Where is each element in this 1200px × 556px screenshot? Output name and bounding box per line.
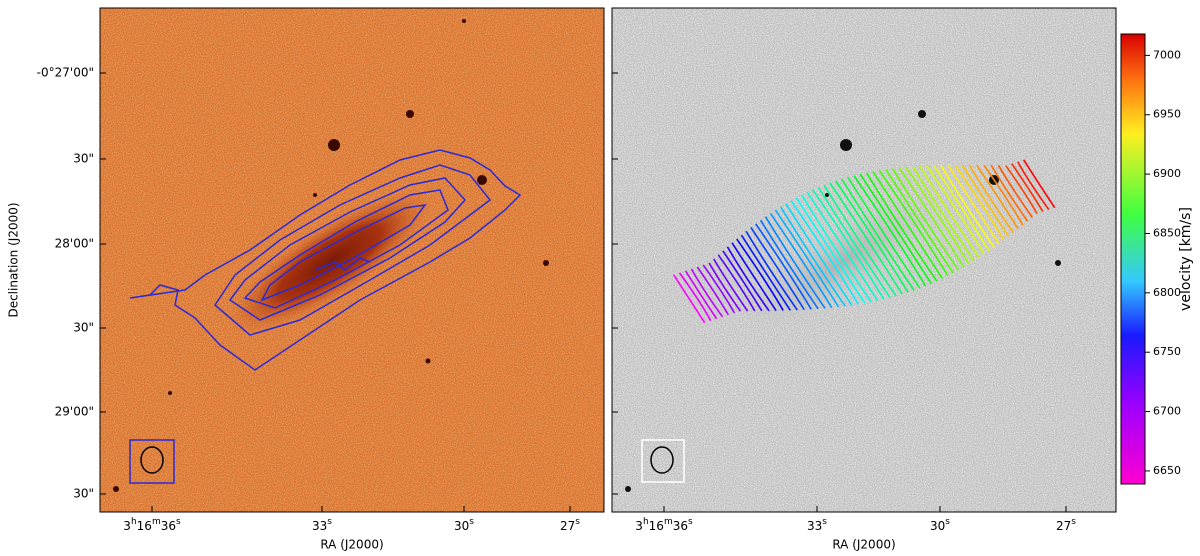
velocity-contour [859,173,932,285]
velocity-contour [785,203,853,306]
velocity-contour [940,164,995,248]
velocity-contour [990,164,1029,222]
colorbar [1120,33,1146,485]
velocity-contour [872,171,944,280]
velocity-contour [801,194,872,303]
velocity-contour [983,164,1024,226]
velocity-contour [717,254,756,312]
velocity-contour [905,166,970,265]
left-frame [99,7,605,513]
velocity-contour [684,270,718,320]
y-tick-label: 30" [73,321,94,335]
colorbar-tick-label: 7000 [1153,48,1181,61]
right-frame [611,7,1117,513]
velocity-contour [795,197,866,304]
velocity-contour [745,230,798,311]
velocity-contour [976,164,1019,230]
velocity-contour [865,172,938,282]
colorbar-tick-label: 6750 [1153,345,1181,358]
velocity-contour [678,272,712,322]
velocity-contour [702,264,736,314]
velocity-contour [947,164,1000,245]
x-axis-label: RA (J2000) [832,538,895,552]
velocity-contour [853,175,927,287]
y-axis-label: Declination (J2000) [7,202,21,317]
velocity-contour [790,200,860,305]
x-tick-label: 3h16m36s [635,517,693,533]
y-tick-label: 30" [73,152,94,166]
velocity-contour [708,262,742,312]
velocity-contour [829,182,903,295]
colorbar-tick-label: 6650 [1153,464,1181,477]
velocity-contour [1011,163,1044,212]
velocity-contour [835,180,909,293]
x-tick-label: 27s [560,517,580,533]
velocity-contour [898,167,965,268]
x-axis-label: RA (J2000) [320,538,383,552]
velocity-contour [891,168,960,271]
velocity-contour [750,227,805,311]
velocity-contour [878,169,949,277]
y-tick-label: 30" [73,487,94,501]
left-image [100,8,604,512]
y-tick-label: -0°27'00" [37,66,94,80]
velocity-contour [933,164,990,252]
velocity-contour [779,206,846,307]
velocity-contour [968,164,1015,234]
x-tick-label: 30s [930,517,950,533]
velocity-contour [672,274,706,324]
velocity-contour [847,176,921,289]
velocity-contour [841,178,915,291]
velocity-contour [885,168,954,274]
x-tick-label: 27s [1056,517,1076,533]
x-tick-label: 30s [454,517,474,533]
y-tick-label: 28'00" [55,237,94,251]
colorbar-label: velocity [km/s] [1178,207,1194,311]
colorbar-tick-label: 6700 [1153,405,1181,418]
y-tick-label: 29'00" [55,405,94,419]
velocity-contour [1017,161,1050,211]
x-tick-label: 33s [807,517,827,533]
colorbar-tick-label: 6900 [1153,167,1181,180]
velocity-contour [817,186,891,299]
right-image [612,8,1116,512]
colorbar-tick-label: 6800 [1153,286,1181,299]
velocity-contour [731,242,777,312]
velocity-contour [823,184,897,297]
velocity-contour [740,234,791,311]
velocity-contour [696,266,730,316]
velocity-contour [690,268,724,318]
velocity-contour [961,164,1010,237]
velocity-contour [722,250,763,312]
velocity-contour [954,164,1005,241]
velocity-contour [997,165,1033,218]
velocity-contour [726,246,770,312]
velocity-contour [759,219,819,310]
velocity-contour [919,165,980,259]
velocity-contour [774,209,840,308]
velocity-contour [755,223,812,310]
velocity-contour [764,216,826,309]
velocity-contour [806,191,879,302]
velocity-contour [736,238,784,311]
colorbar-tick-label: 6850 [1153,226,1181,239]
velocity-contour [1022,159,1056,209]
velocity-contour [1005,165,1038,214]
colorbar-tick-label: 6950 [1153,108,1181,121]
x-tick-label: 3h16m36s [123,517,181,533]
velocity-contour [926,165,985,255]
velocity-contour [769,212,833,309]
velocity-contour [812,189,885,300]
velocity-contour [912,166,975,262]
velocity-contour [712,258,749,312]
x-tick-label: 33s [312,517,332,533]
